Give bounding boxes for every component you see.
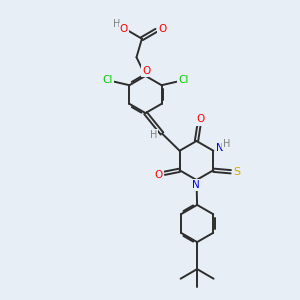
Text: N: N: [192, 180, 200, 190]
Text: H: H: [113, 19, 121, 29]
Text: H: H: [150, 130, 157, 140]
Text: N: N: [216, 143, 224, 153]
Text: Cl: Cl: [178, 75, 189, 85]
Text: O: O: [142, 65, 150, 76]
Text: H: H: [223, 139, 230, 149]
Text: S: S: [233, 167, 240, 177]
Text: O: O: [154, 170, 163, 180]
Text: O: O: [196, 114, 205, 124]
Text: O: O: [158, 23, 166, 34]
Text: Cl: Cl: [102, 75, 112, 85]
Text: O: O: [120, 24, 128, 34]
